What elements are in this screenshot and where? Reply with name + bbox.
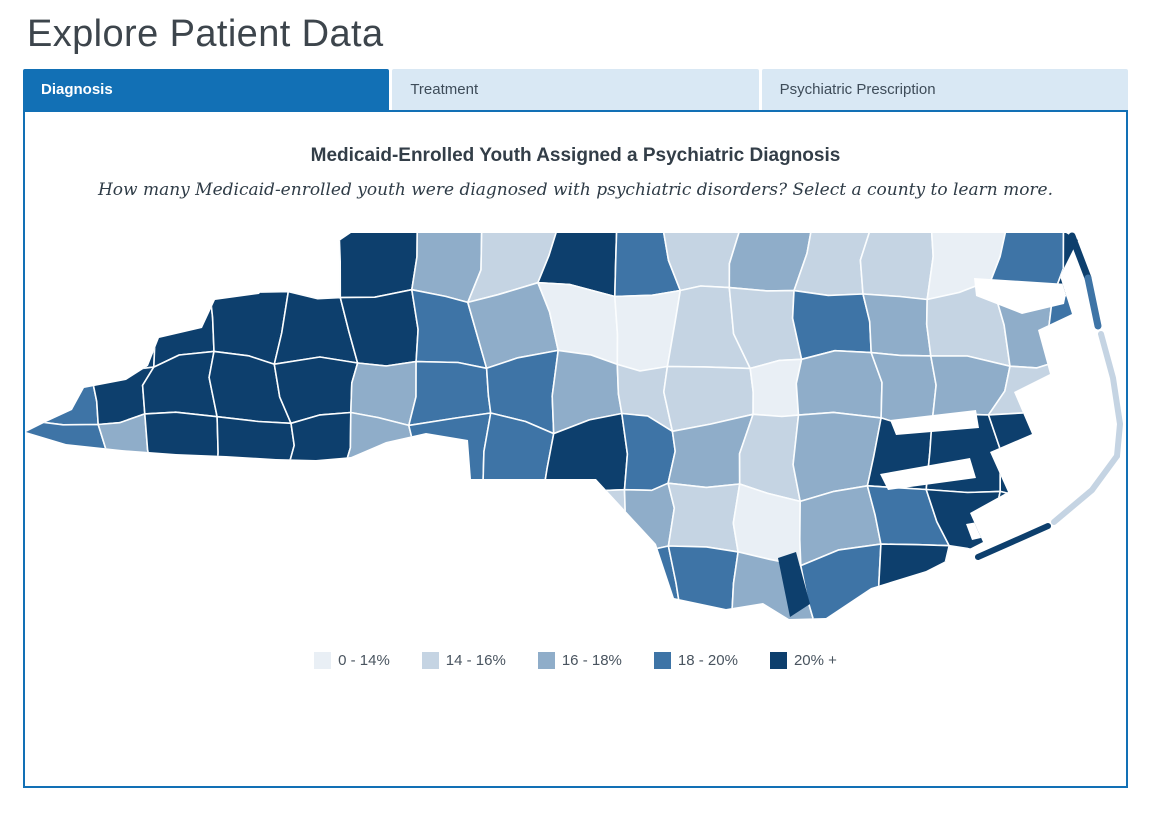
county-shape[interactable] xyxy=(410,490,484,567)
county-shape[interactable] xyxy=(861,292,932,357)
county-shape[interactable] xyxy=(215,477,293,555)
county-shape[interactable] xyxy=(283,411,352,492)
county-shape[interactable] xyxy=(25,345,99,426)
barrier-island xyxy=(1084,274,1101,330)
tab-diagnosis[interactable]: Diagnosis xyxy=(23,68,390,110)
county-shape[interactable] xyxy=(1054,485,1126,562)
county-shape[interactable] xyxy=(407,411,492,497)
barrier-island xyxy=(1050,452,1120,525)
county-shape[interactable] xyxy=(25,480,103,560)
map-title: Medicaid-Enrolled Youth Assigned a Psych… xyxy=(310,144,841,166)
county-shape[interactable] xyxy=(80,480,166,553)
legend-swatch-14-16 xyxy=(421,651,439,669)
tab-bar: Diagnosis Treatment Psychiatric Prescrip… xyxy=(23,68,1128,110)
barrier-island xyxy=(1068,232,1091,282)
barrier-island xyxy=(1097,330,1123,459)
county-shape[interactable] xyxy=(215,415,295,483)
map-container xyxy=(25,226,1126,628)
county-shape[interactable] xyxy=(543,564,621,628)
legend-swatch-16-18 xyxy=(537,651,555,669)
neuse-river-water xyxy=(879,457,976,490)
county-shape[interactable] xyxy=(337,226,418,299)
legend-item: 14 - 16% xyxy=(421,651,506,669)
legend-swatch-0-14 xyxy=(314,651,332,669)
county-shape[interactable] xyxy=(987,411,1062,499)
county-shape[interactable] xyxy=(666,482,741,553)
county-shape[interactable] xyxy=(336,487,417,567)
legend-item: 18 - 20% xyxy=(653,651,738,669)
map-legend: 0 - 14% 14 - 16% 16 - 18% 18 - 20% 20% + xyxy=(25,651,1126,669)
page-title: Explore Patient Data xyxy=(27,13,384,55)
legend-item: 20% + xyxy=(769,651,837,669)
county-shape[interactable] xyxy=(156,477,234,558)
county-shape[interactable] xyxy=(872,543,950,628)
content-panel: Medicaid-Enrolled Youth Assigned a Psych… xyxy=(23,109,1128,788)
legend-item: 16 - 18% xyxy=(537,651,622,669)
county-shape[interactable] xyxy=(667,544,739,628)
county-shape[interactable] xyxy=(86,294,156,373)
albemarle-sound-water xyxy=(973,277,1068,314)
outer-banks xyxy=(974,232,1123,560)
pamlico-river-water xyxy=(889,409,979,435)
barrier-island xyxy=(974,522,1051,560)
tab-psychiatric-prescription[interactable]: Psychiatric Prescription xyxy=(761,68,1128,110)
county-shape[interactable] xyxy=(777,551,810,617)
legend-item: 0 - 14% xyxy=(314,651,390,669)
county-shape[interactable] xyxy=(25,418,106,497)
map-subtitle: How many Medicaid-enrolled youth were di… xyxy=(97,179,1054,200)
county-shape[interactable] xyxy=(410,226,483,303)
county-shape[interactable] xyxy=(540,488,626,571)
county-shape[interactable] xyxy=(748,358,802,418)
county-shape[interactable] xyxy=(859,226,934,301)
county-shape[interactable] xyxy=(794,349,883,419)
county-shape[interactable] xyxy=(791,289,872,360)
tab-treatment[interactable]: Treatment xyxy=(392,68,759,110)
county-shape[interactable] xyxy=(281,477,358,552)
legend-swatch-18-20 xyxy=(653,651,671,669)
legend-swatch-20-plus xyxy=(769,651,787,669)
county-shape[interactable] xyxy=(474,494,546,566)
nc-county-choropleth-map[interactable] xyxy=(25,226,1126,628)
county-shape[interactable] xyxy=(143,411,219,498)
